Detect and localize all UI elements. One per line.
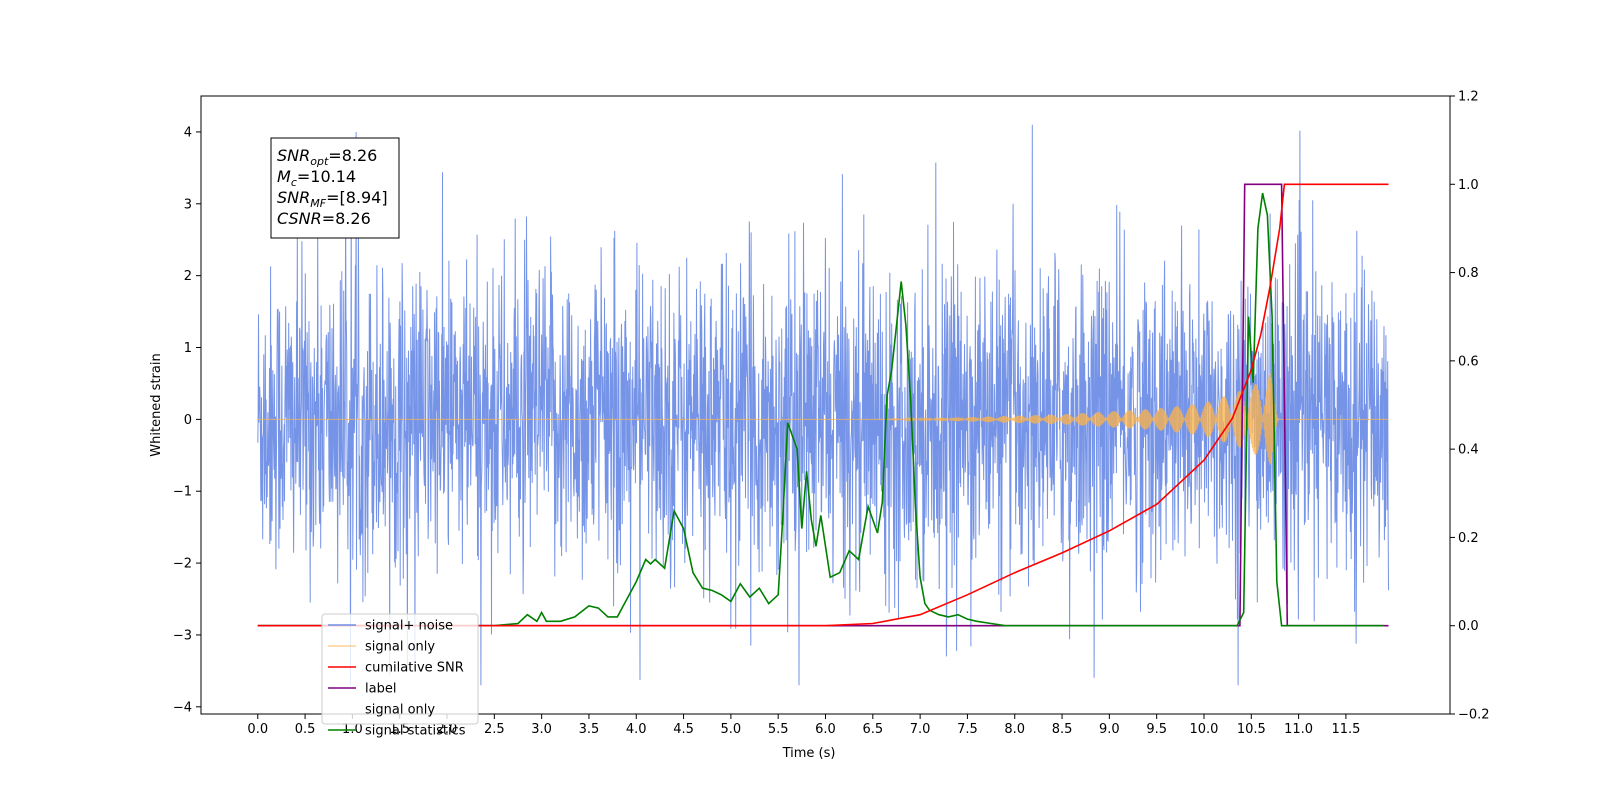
x-tick-label: 5.0 <box>721 722 742 737</box>
x-tick-label: 1.5 <box>389 722 410 737</box>
x-tick-label: 0.5 <box>295 722 316 737</box>
y2-tick-label: 0.2 <box>1458 531 1479 546</box>
legend: signal+ noise signal only cumilative SNR la… <box>321 613 479 739</box>
series-signal-only <box>257 372 1389 465</box>
line-signal-plus-noise <box>257 124 1389 686</box>
legend-entry: cumilative SNR <box>328 661 464 676</box>
legend-entry: label <box>328 682 396 697</box>
x-tick-label: 11.0 <box>1284 722 1313 737</box>
x-tick-label: 9.0 <box>1099 722 1120 737</box>
stats-line: SNRopt=8.26 <box>277 146 377 168</box>
legend-entry: signal only <box>365 703 435 718</box>
line-cumulative-snr <box>257 183 1389 627</box>
line-signal-statistics <box>257 192 1384 627</box>
x-tick-label: 4.5 <box>673 722 694 737</box>
x-tick-label: 3.0 <box>531 722 552 737</box>
x-tick-label: 6.5 <box>862 722 883 737</box>
series-signal-plus-noise <box>257 124 1389 686</box>
y-tick-label: −1 <box>173 485 192 500</box>
y-tick-label: −4 <box>173 700 192 715</box>
x-tick-label: 5.5 <box>768 722 789 737</box>
x-axis: 0.0 0.5 1.0 1.5 2.0 2.5 3.0 3.5 4.0 4.5 5.0 5.5 6.0 6… <box>247 714 1360 737</box>
x-tick-label: 2.5 <box>484 722 505 737</box>
x-tick-label: 8.0 <box>1004 722 1025 737</box>
x-tick-label: 10.0 <box>1190 722 1219 737</box>
y-tick-label: −2 <box>173 557 192 572</box>
x-tick-label: 4.0 <box>626 722 647 737</box>
y-tick-label: 1 <box>184 341 192 356</box>
x-tick-label: 7.0 <box>910 722 931 737</box>
y-axis-left: 4 3 2 1 0 −1 −2 −3 −4 <box>173 125 201 715</box>
y2-tick-label: 0.8 <box>1458 266 1479 281</box>
y-tick-label: 2 <box>184 269 192 284</box>
x-tick-label: 0.0 <box>247 722 268 737</box>
x-tick-label: 9.5 <box>1146 722 1167 737</box>
y2-tick-label: 1.0 <box>1458 178 1479 193</box>
legend-label: signal+ noise <box>365 619 453 634</box>
y-axis-right: 1.2 1.0 0.8 0.6 0.4 0.2 0.0 −0.2 <box>1450 90 1490 723</box>
y-tick-label: 0 <box>184 413 192 428</box>
y-tick-label: 3 <box>184 197 192 212</box>
legend-entry: signal+ noise <box>328 619 453 634</box>
y-axis-label: Whitened strain <box>149 353 164 456</box>
series-cumulative-snr <box>257 183 1389 627</box>
stats-line: CSNR=8.26 <box>277 209 371 228</box>
line-signal-only <box>257 372 1389 465</box>
stats-line: Mc=10.14 <box>277 167 356 189</box>
x-tick-label: 10.5 <box>1237 722 1266 737</box>
legend-entry: signal only <box>328 640 435 655</box>
stats-line: SNRMF=[8.94] <box>277 188 388 210</box>
x-tick-label: 3.5 <box>579 722 600 737</box>
x-tick-label: 7.5 <box>957 722 978 737</box>
y2-tick-label: −0.2 <box>1458 708 1490 723</box>
y2-tick-label: 0.0 <box>1458 619 1479 634</box>
plot-area <box>257 124 1389 686</box>
legend-label: label <box>365 682 396 697</box>
legend-label: signal statistics <box>365 724 466 739</box>
x-tick-label: 11.5 <box>1331 722 1360 737</box>
y2-tick-label: 0.6 <box>1458 354 1479 369</box>
legend-label: signal only <box>365 703 435 718</box>
legend-entry: signal statistics <box>328 724 466 739</box>
series-signal-statistics <box>257 192 1384 627</box>
x-tick-label: 8.5 <box>1052 722 1073 737</box>
y-tick-label: −3 <box>173 628 192 643</box>
y-tick-label: 4 <box>184 125 192 140</box>
x-tick-label: 6.0 <box>815 722 836 737</box>
x-tick-label: 2.0 <box>437 722 458 737</box>
legend-label: cumilative SNR <box>365 661 464 676</box>
y2-tick-label: 1.2 <box>1458 90 1479 105</box>
y2-tick-label: 0.4 <box>1458 443 1479 458</box>
x-axis-label: Time (s) <box>782 746 836 761</box>
legend-label: signal only <box>365 640 435 655</box>
